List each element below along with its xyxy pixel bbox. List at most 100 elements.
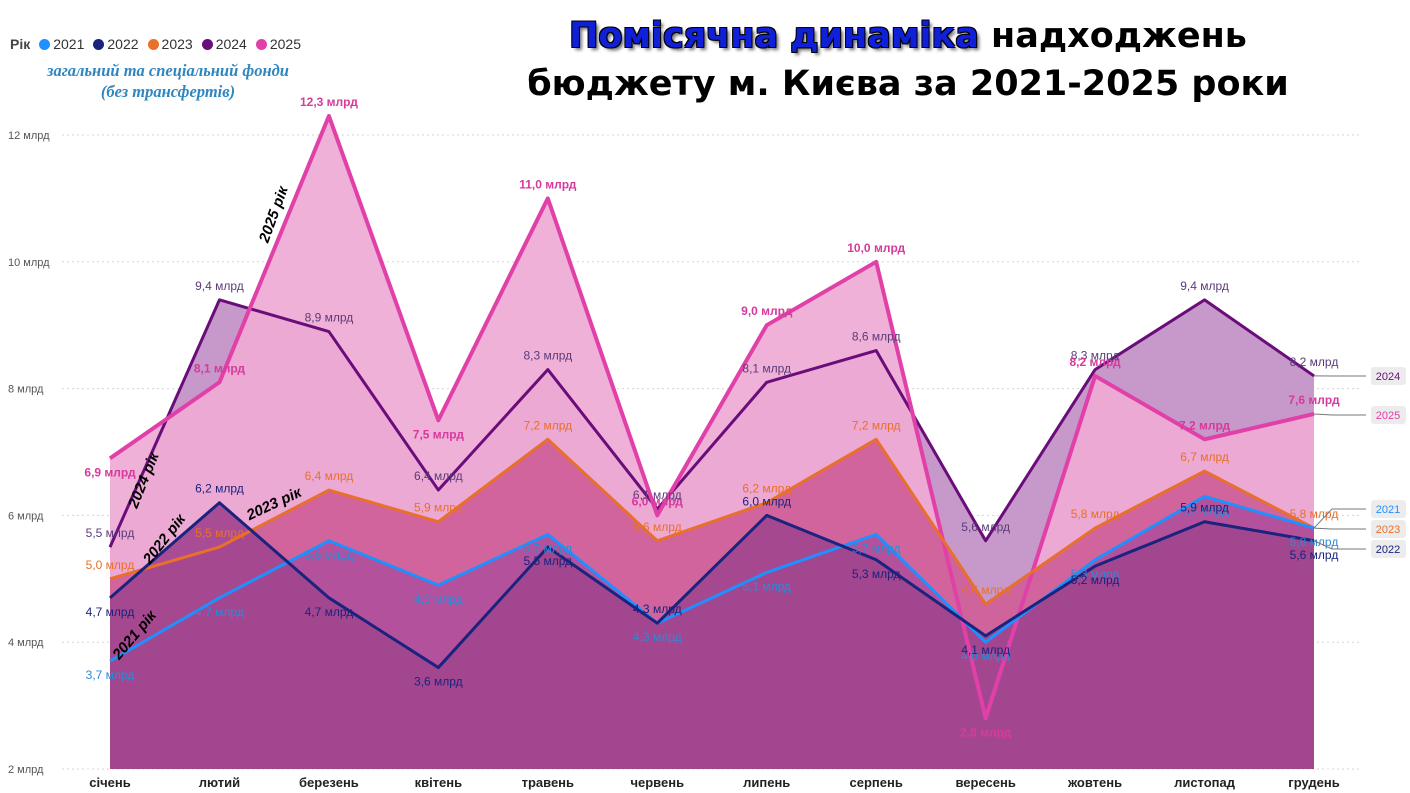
data-label-2021: 4,9 млрд (414, 592, 463, 606)
x-tick-label: березень (299, 775, 359, 790)
data-label-2024: 8,1 млрд (742, 361, 791, 375)
tag-label-2024: 2024 (1376, 371, 1400, 383)
data-label-2024: 5,6 млрд (961, 520, 1010, 534)
x-tick-label: серпень (850, 775, 903, 790)
legend: Рік 2021 2022 2023 2024 2025 (10, 36, 301, 52)
data-label-2022: 4,7 млрд (86, 605, 135, 619)
legend-item-2023[interactable]: 2023 (147, 36, 193, 52)
data-label-2023: 7,2 млрд (852, 418, 901, 432)
legend-label: 2022 (107, 36, 139, 52)
data-label-2024: 9,4 млрд (195, 279, 244, 293)
title-line-1: Помісячна динаміка надходжень (478, 12, 1338, 60)
data-label-2023: 5,9 млрд (414, 501, 463, 515)
data-label-2024: 6,4 млрд (414, 469, 463, 483)
data-label-2023: 4,6 млрд (961, 583, 1010, 597)
data-label-2021: 3,7 млрд (86, 668, 135, 682)
data-label-2025: 8,2 млрд (1070, 355, 1122, 369)
data-label-2025: 6,9 млрд (84, 465, 136, 479)
data-label-2022: 4,7 млрд (305, 605, 354, 619)
x-tick-label: травень (522, 775, 574, 790)
tag-box-2022 (1371, 540, 1406, 558)
data-label-2022: 4,3 млрд (633, 602, 682, 616)
legend-title: Рік (10, 36, 31, 52)
data-label-2025: 8,1 млрд (194, 361, 246, 375)
data-label-2024: 8,3 млрд (523, 349, 572, 363)
data-label-2025: 2,8 млрд (960, 725, 1012, 739)
x-tick-label: лютий (199, 775, 240, 790)
data-label-2023: 6,4 млрд (305, 469, 354, 483)
tag-box-2023 (1371, 520, 1406, 538)
data-label-2025: 11,0 млрд (519, 177, 577, 191)
data-label-2022: 5,5 млрд (523, 554, 572, 568)
y-tick-label: 4 млрд (8, 637, 44, 649)
subtitle-line-1: загальний та спеціальний фонди (47, 61, 289, 80)
data-label-2022: 5,6 млрд (1290, 548, 1339, 562)
y-tick-label: 2 млрд (8, 764, 44, 776)
legend-dot-2025 (255, 38, 267, 50)
x-tick-label: червень (630, 775, 684, 790)
line-2023 (109, 437, 1315, 606)
line-2021 (109, 494, 1315, 663)
line-2022 (109, 501, 1315, 670)
legend-label: 2024 (215, 36, 247, 52)
line-2025 (108, 113, 1315, 721)
legend-item-2021[interactable]: 2021 (39, 36, 84, 52)
x-tick-label: січень (89, 775, 130, 790)
y-tick-label: 10 млрд (8, 257, 50, 269)
data-label-2021: 5,7 млрд (852, 541, 901, 555)
y-tick-label: 6 млрд (8, 510, 44, 522)
data-label-2022: 6,0 млрд (742, 494, 791, 508)
legend-label: 2023 (161, 36, 193, 52)
x-tick-label: грудень (1288, 775, 1339, 790)
data-label-2021: 5,1 млрд (742, 579, 791, 593)
data-label-2024: 5,5 млрд (86, 526, 135, 540)
data-label-2022: 5,3 млрд (852, 567, 901, 581)
data-label-2021: 4,0 млрд (961, 649, 1010, 663)
data-label-2024: 9,4 млрд (1180, 279, 1229, 293)
data-label-2024: 8,6 млрд (852, 330, 901, 344)
data-label-2022: 5,2 млрд (1071, 573, 1120, 587)
data-label-2022: 6,2 млрд (195, 482, 244, 496)
data-label-2023: 6,2 млрд (742, 482, 791, 496)
data-label-2021: 4,7 млрд (195, 605, 244, 619)
tag-box-2024 (1371, 367, 1406, 385)
x-tick-label: липень (743, 775, 790, 790)
tag-label-2025: 2025 (1376, 410, 1400, 422)
chart-subtitle: загальний та спеціальний фонди (без тран… (18, 60, 318, 102)
data-label-2025: 7,2 млрд (1179, 418, 1231, 432)
data-label-2021: 5,8 млрд (1290, 535, 1339, 549)
x-tick-label: жовтень (1067, 775, 1122, 790)
line-2024 (108, 298, 1315, 548)
tag-leader-2025 (1313, 413, 1366, 416)
y-tick-label: 8 млрд (8, 384, 44, 396)
x-tick-label: квітень (415, 775, 463, 790)
legend-label: 2021 (53, 36, 85, 52)
area-2022 (110, 502, 1314, 769)
tag-leader-2023 (1313, 527, 1366, 530)
subtitle-line-2: (без трансфертів) (100, 82, 236, 101)
legend-label: 2025 (269, 36, 302, 52)
legend-item-2022[interactable]: 2022 (93, 36, 139, 52)
data-label-2022: 3,6 млрд (414, 675, 463, 689)
data-label-2021: 5,7 млрд (523, 541, 572, 555)
tag-leader-2021 (1313, 508, 1366, 529)
title-line-2: бюджету м. Києва за 2021-2025 роки (527, 64, 1289, 104)
tag-label-2022: 2022 (1376, 544, 1400, 556)
data-label-2023: 5,8 млрд (1071, 507, 1120, 521)
x-tick-label: вересень (955, 775, 1015, 790)
legend-item-2024[interactable]: 2024 (201, 36, 247, 52)
y-tick-label: 12 млрд (8, 130, 50, 142)
data-label-2024: 6,1 млрд (633, 488, 682, 502)
data-label-2025: 12,3 млрд (300, 95, 358, 109)
data-label-2024: 8,3 млрд (1071, 349, 1120, 363)
data-label-2021: 4,3 млрд (633, 630, 682, 644)
data-label-2025: 9,0 млрд (741, 304, 793, 318)
tag-label-2023: 2023 (1376, 524, 1400, 536)
tag-label-2021: 2021 (1376, 504, 1400, 516)
data-label-2024: 8,9 млрд (305, 311, 354, 325)
legend-item-2025[interactable]: 2025 (255, 36, 302, 52)
data-label-2023: 5,6 млрд (633, 520, 682, 534)
tag-leader-2022 (1313, 540, 1366, 550)
x-tick-label: листопад (1174, 775, 1236, 790)
